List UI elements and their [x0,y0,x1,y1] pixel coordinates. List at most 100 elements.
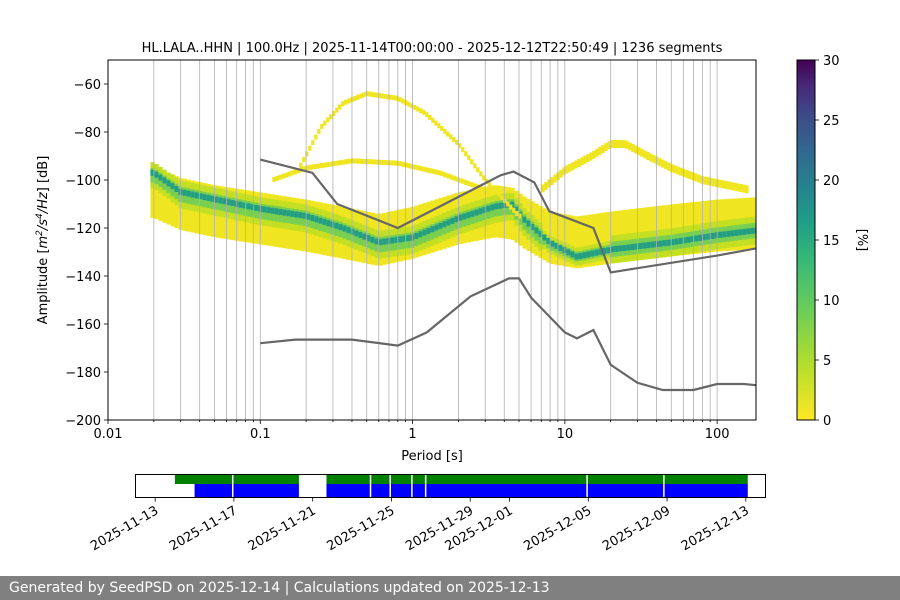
heat-cell [158,174,163,181]
timeline-gap [411,475,413,497]
heat-cell [547,179,551,188]
heat-cell [347,98,351,104]
heat-cell [370,236,375,243]
heat-cell [394,236,399,243]
heat-cell [686,236,691,243]
heat-cell [371,92,375,98]
heat-cell [356,158,360,164]
heat-cell [562,167,566,176]
heat-cell [616,140,620,148]
heat-cell [518,213,522,219]
heat-cell [452,137,456,143]
colorbar-tick-label: 5 [823,354,831,369]
heat-cell [570,215,575,268]
heat-cell [589,152,593,161]
heat-cell [419,108,423,114]
heat-cell [434,169,438,175]
heat-cell [362,233,367,240]
heat-cell [458,143,462,149]
heat-cell [630,244,635,251]
colorbar-ticks: 0 5 10 15 20 25 30 [815,54,840,429]
heat-cell [430,226,435,233]
heat-cell [606,247,611,254]
heat-cell [290,210,295,217]
heat-cell [682,168,686,177]
heat-cell [488,182,492,188]
colorbar-tick-label: 20 [823,174,840,189]
heat-cell [418,231,423,238]
heat-cell [643,150,647,159]
heat-cell [482,206,487,213]
heat-cell [380,93,384,99]
heat-cell [742,184,746,193]
heat-cell [478,208,483,215]
timeline-gap [586,475,588,497]
x-tick-label: 0.1 [250,427,271,442]
heat-cell [426,227,431,234]
heat-cell [664,161,668,170]
heat-cell [685,169,689,178]
heat-cell [440,171,444,177]
heat-cell [678,237,683,244]
heat-cell [586,251,591,258]
y-axis-label: Amplitude [m2/s4/Hz] [dB] [35,156,51,325]
heat-cell [565,165,569,174]
heat-cell [332,161,336,167]
heat-cell [574,216,579,269]
heat-cell [371,159,375,165]
heat-cell [622,140,626,148]
heat-cell [625,140,629,149]
heat-cell [214,196,219,203]
heat-cell [326,162,330,168]
heat-cell [670,239,675,246]
heat-cell [174,185,179,192]
heat-cell [722,231,727,238]
heat-cell [305,165,309,171]
heat-cell [392,95,396,101]
heat-cell [718,179,722,188]
heat-cell [574,253,579,260]
heat-cell [406,235,411,242]
heat-cell [443,128,447,134]
heat-cell [317,163,321,169]
heat-cell [410,163,414,169]
heat-cell [568,163,572,172]
timeline-gap [231,475,234,497]
heat-cell [395,160,399,166]
heat-cell [338,224,343,231]
timeline-gap [389,475,391,497]
heat-cell [494,188,498,194]
heat-cell [353,96,357,102]
heat-cell [676,166,680,175]
heat-cell [622,244,627,251]
heat-cell [274,208,279,215]
heat-cell [712,178,716,187]
heat-cell [490,204,495,211]
heat-cell [308,145,312,151]
heat-cell [590,250,595,257]
heat-cell [335,160,339,166]
timeline-ticks: 2025-11-13 2025-11-17 2025-11-21 2025-11-25… [88,497,752,554]
heat-cell [311,164,315,170]
heat-cell [335,107,339,113]
heat-cell [638,243,643,250]
timeline-gap [424,475,427,497]
heat-cell [425,167,429,173]
colorbar [796,59,816,421]
heat-cell [374,238,379,245]
heat-cell [750,227,755,234]
timeline-tick-label: 2025-11-13 [88,503,161,554]
heat-cell [422,229,427,236]
plot-frame [107,59,757,421]
heat-cell [646,242,651,249]
heat-cell [202,194,207,201]
heat-cell [431,168,435,174]
heat-cell [166,180,171,187]
heat-cell [577,158,581,167]
heat-cell [604,143,608,152]
heat-cell [306,213,311,220]
heat-cell [278,174,282,180]
heat-cell [709,177,713,186]
heat-cell [299,162,303,168]
heat-cell [522,216,527,223]
